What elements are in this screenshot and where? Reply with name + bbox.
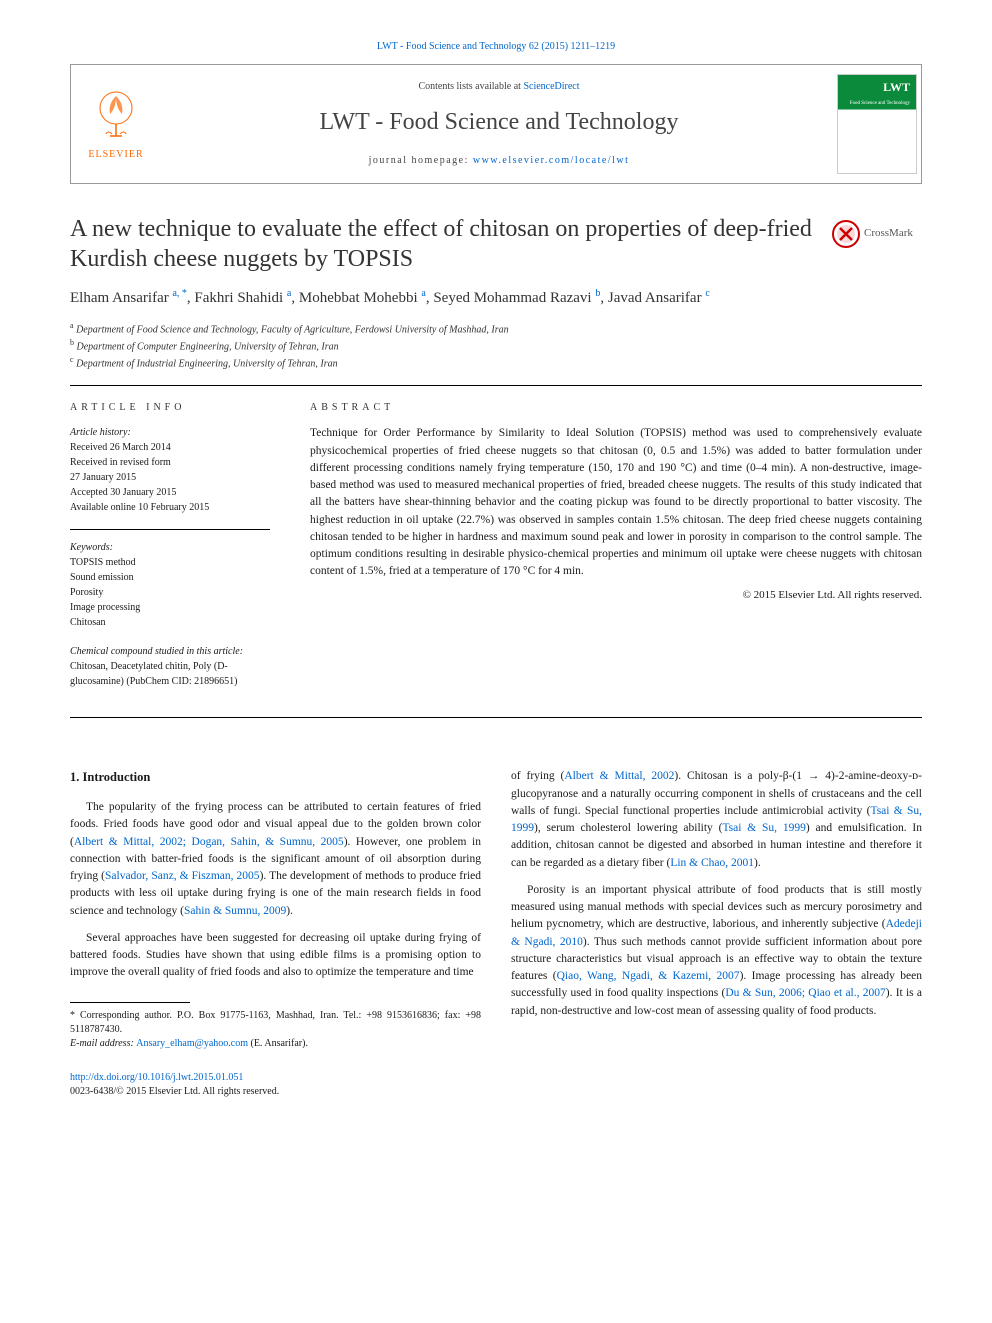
journal-cover-thumb: LWT Food Science and Technology <box>837 74 917 174</box>
crossmark-icon <box>832 220 860 248</box>
journal-citation: LWT - Food Science and Technology 62 (20… <box>70 40 922 54</box>
text: ). <box>754 857 761 869</box>
footnotes: * Corresponding author. P.O. Box 91775-1… <box>70 1009 481 1051</box>
keyword: Image processing <box>70 600 270 615</box>
body-paragraph: Several approaches have been suggested f… <box>70 930 481 982</box>
citation-link[interactable]: Albert & Mittal, 2002 <box>564 770 674 782</box>
citation-link[interactable]: Du & Sun, 2006; Qiao et al., 2007 <box>725 987 885 999</box>
cover-lwt: LWT <box>838 75 916 100</box>
elsevier-logo: ELSEVIER <box>71 65 161 183</box>
citation-link[interactable]: Sahin & Sumnu, 2009 <box>184 905 286 917</box>
article-info: ARTICLE INFO Article history: Received 2… <box>70 400 270 703</box>
abstract-text: Technique for Order Performance by Simil… <box>310 425 922 580</box>
article-info-head: ARTICLE INFO <box>70 400 270 415</box>
footer: http://dx.doi.org/10.1016/j.lwt.2015.01.… <box>70 1071 922 1099</box>
text: ). <box>286 905 293 917</box>
corresponding-author: * Corresponding author. P.O. Box 91775-1… <box>70 1009 481 1037</box>
sciencedirect-link[interactable]: ScienceDirect <box>523 81 579 92</box>
copyright: © 2015 Elsevier Ltd. All rights reserved… <box>310 587 922 604</box>
email-suffix: (E. Ansarifar). <box>248 1038 308 1049</box>
keyword: TOPSIS method <box>70 555 270 570</box>
affiliations: a Department of Food Science and Technol… <box>70 320 922 372</box>
history-label: Article history: <box>70 425 270 440</box>
citation-link[interactable]: Albert & Mittal, 2002; Dogan, Sahin, & S… <box>74 836 344 848</box>
crossmark-label: CrossMark <box>864 226 913 241</box>
info-divider <box>70 529 270 530</box>
contents-line: Contents lists available at ScienceDirec… <box>161 80 837 94</box>
email-label: E-mail address: <box>70 1038 136 1049</box>
history-line: Received 26 March 2014 <box>70 440 270 455</box>
contents-prefix: Contents lists available at <box>418 81 523 92</box>
homepage-prefix: journal homepage: <box>369 155 473 166</box>
elsevier-tree-icon <box>86 86 146 146</box>
email-line: E-mail address: Ansary_elham@yahoo.com (… <box>70 1037 481 1051</box>
citation-link[interactable]: Salvador, Sanz, & Fiszman, 2005 <box>105 870 260 882</box>
cover-sub: Food Science and Technology <box>838 100 916 107</box>
text: Porosity is an important physical attrib… <box>511 884 922 931</box>
footnote-rule <box>70 1002 190 1003</box>
journal-header: ELSEVIER Contents lists available at Sci… <box>70 64 922 184</box>
citation-link[interactable]: Tsai & Su, 1999 <box>722 822 805 834</box>
history-line: 27 January 2015 <box>70 470 270 485</box>
keyword: Sound emission <box>70 570 270 585</box>
history-line: Received in revised form <box>70 455 270 470</box>
divider <box>70 717 922 718</box>
abstract-head: ABSTRACT <box>310 400 922 415</box>
elsevier-text: ELSEVIER <box>88 148 143 162</box>
text: of frying ( <box>511 770 564 782</box>
history-line: Accepted 30 January 2015 <box>70 485 270 500</box>
body-paragraph: Porosity is an important physical attrib… <box>511 882 922 1020</box>
affiliation: b Department of Computer Engineering, Un… <box>70 337 922 354</box>
history-line: Available online 10 February 2015 <box>70 500 270 515</box>
body-paragraph: The popularity of the frying process can… <box>70 799 481 920</box>
body-paragraph: of frying (Albert & Mittal, 2002). Chito… <box>511 768 922 872</box>
right-column: of frying (Albert & Mittal, 2002). Chito… <box>511 768 922 1050</box>
divider <box>70 385 922 386</box>
compound-text: Chitosan, Deacetylated chitin, Poly (D-g… <box>70 659 270 689</box>
article-title: A new technique to evaluate the effect o… <box>70 214 812 274</box>
issn-line: 0023-6438/© 2015 Elsevier Ltd. All right… <box>70 1086 279 1097</box>
text: ), serum cholesterol lowering ability ( <box>534 822 722 834</box>
doi-link[interactable]: http://dx.doi.org/10.1016/j.lwt.2015.01.… <box>70 1072 243 1083</box>
affiliation: c Department of Industrial Engineering, … <box>70 354 922 371</box>
authors: Elham Ansarifar a, *, Fakhri Shahidi a, … <box>70 286 922 310</box>
crossmark-badge[interactable]: CrossMark <box>832 214 922 254</box>
left-column: 1. Introduction The popularity of the fr… <box>70 768 481 1050</box>
keyword: Porosity <box>70 585 270 600</box>
citation-link[interactable]: Lin & Chao, 2001 <box>670 857 754 869</box>
journal-name: LWT - Food Science and Technology <box>161 106 837 140</box>
journal-homepage: journal homepage: www.elsevier.com/locat… <box>161 154 837 168</box>
citation-link[interactable]: Qiao, Wang, Ngadi, & Kazemi, 2007 <box>557 970 740 982</box>
compound-label: Chemical compound studied in this articl… <box>70 644 270 659</box>
affiliation: a Department of Food Science and Technol… <box>70 320 922 337</box>
email-link[interactable]: Ansary_elham@yahoo.com <box>136 1038 248 1049</box>
abstract: ABSTRACT Technique for Order Performance… <box>310 400 922 703</box>
homepage-link[interactable]: www.elsevier.com/locate/lwt <box>473 155 629 166</box>
keyword: Chitosan <box>70 615 270 630</box>
keywords-label: Keywords: <box>70 540 270 555</box>
section-heading: 1. Introduction <box>70 768 481 787</box>
